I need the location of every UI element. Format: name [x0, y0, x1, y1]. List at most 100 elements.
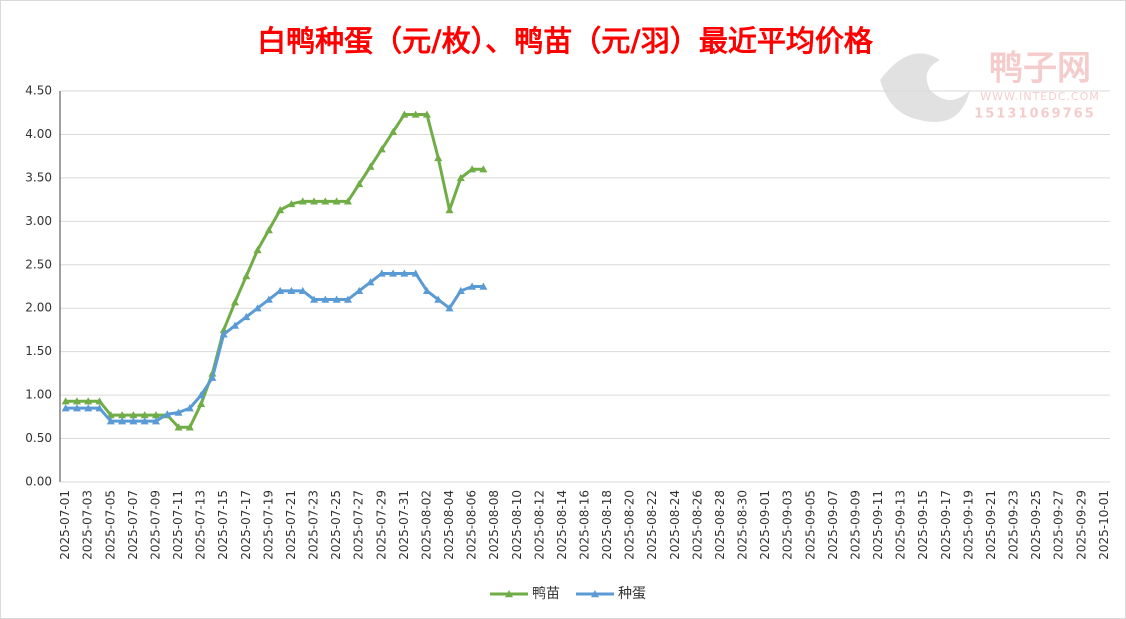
data-point	[61, 397, 70, 405]
data-point	[72, 397, 81, 405]
data-point	[174, 408, 183, 416]
x-tick-label: 2025-07-21	[284, 490, 298, 560]
x-tick-label: 2025-09-25	[1029, 490, 1043, 560]
x-tick-label: 2025-08-18	[600, 490, 614, 560]
data-point	[287, 286, 296, 295]
data-point	[411, 110, 420, 118]
legend-label: 鸭苗	[532, 586, 560, 602]
data-point	[276, 286, 285, 295]
data-point	[389, 127, 398, 136]
data-point	[389, 269, 398, 277]
data-point	[400, 269, 409, 277]
data-point	[355, 286, 364, 295]
x-tick-label: 2025-08-30	[736, 490, 750, 560]
data-point	[422, 286, 431, 295]
watermark: 鸭子网 WWW.INTEDC.COM 15131069765	[880, 49, 1099, 123]
x-tick-label: 2025-07-23	[307, 490, 321, 560]
data-point	[106, 411, 115, 419]
data-point	[242, 312, 251, 321]
data-point	[231, 298, 239, 306]
x-tick-label: 2025-09-19	[961, 490, 975, 560]
data-point	[321, 197, 330, 205]
data-point	[219, 330, 228, 338]
y-tick-label: 4.00	[25, 127, 52, 141]
data-point	[332, 295, 341, 303]
data-point	[253, 246, 262, 254]
watermark-text: 鸭子网	[989, 49, 1091, 89]
data-point	[366, 278, 375, 286]
data-point	[276, 206, 285, 214]
data-point	[479, 282, 488, 290]
data-point	[456, 286, 465, 295]
data-point	[163, 410, 172, 418]
data-point	[118, 411, 127, 419]
data-point	[264, 295, 273, 303]
data-point	[434, 295, 443, 303]
data-point	[468, 165, 477, 173]
data-point	[231, 321, 239, 329]
data-point	[422, 110, 431, 118]
x-tick-label: 2025-09-29	[1074, 490, 1088, 560]
data-point	[151, 411, 160, 419]
x-tick-label: 2025-07-25	[329, 490, 343, 560]
y-tick-label: 4.50	[25, 84, 52, 98]
data-point	[185, 423, 194, 431]
y-tick-label: 0.50	[25, 431, 52, 445]
x-tick-label: 2025-08-06	[465, 490, 479, 560]
x-tick-label: 2025-09-11	[871, 490, 885, 560]
data-point	[479, 165, 488, 173]
data-point	[468, 282, 477, 290]
data-point	[151, 417, 160, 425]
data-point	[129, 411, 138, 419]
data-point	[310, 295, 319, 303]
data-point	[174, 423, 183, 431]
x-tick-label: 2025-08-28	[713, 490, 727, 560]
x-tick-label: 2025-09-17	[939, 490, 953, 560]
data-point	[445, 206, 454, 214]
x-tick-label: 2025-07-29	[374, 490, 388, 560]
x-tick-label: 2025-07-11	[171, 490, 185, 560]
data-point	[298, 286, 307, 295]
x-tick-label: 2025-08-26	[690, 490, 704, 560]
data-point	[445, 304, 454, 312]
data-point	[332, 197, 341, 205]
x-tick-label: 2025-07-31	[397, 490, 411, 560]
data-point	[253, 304, 262, 312]
x-tick-label: 2025-07-05	[103, 490, 117, 560]
x-tick-label: 2025-07-01	[58, 490, 72, 560]
x-tick-label: 2025-09-05	[803, 490, 817, 560]
y-tick-label: 0.00	[25, 475, 52, 489]
x-tick-label: 2025-09-13	[894, 490, 908, 560]
x-tick-label: 2025-08-08	[487, 490, 501, 560]
data-point	[264, 226, 273, 234]
x-tick-label: 2025-08-16	[578, 490, 592, 560]
x-tick-label: 2025-07-19	[261, 490, 275, 560]
data-point	[400, 110, 409, 118]
data-point	[411, 269, 420, 277]
data-point	[84, 404, 93, 412]
data-point	[343, 295, 352, 303]
data-point	[310, 197, 319, 205]
x-tick-label: 2025-08-24	[668, 490, 682, 560]
x-tick-label: 2025-07-17	[239, 490, 253, 560]
data-point	[95, 404, 104, 412]
legend-label: 种蛋	[618, 586, 646, 602]
watermark-phone: 15131069765	[974, 107, 1096, 122]
data-point	[197, 391, 206, 399]
data-point	[208, 373, 217, 381]
x-tick-label: 2025-08-12	[532, 490, 546, 560]
y-tick-label: 2.50	[25, 257, 52, 271]
data-point	[366, 162, 375, 170]
chart-title: 白鸭种蛋（元/枚）、鸭苗（元/羽）最近平均价格	[257, 24, 874, 58]
data-point	[95, 397, 104, 405]
legend-marker	[505, 590, 513, 598]
y-tick-label: 1.00	[25, 388, 52, 402]
y-tick-label: 2.00	[25, 301, 52, 315]
data-point	[72, 404, 81, 412]
x-tick-label: 2025-09-07	[826, 490, 840, 560]
x-tick-label: 2025-09-15	[916, 490, 930, 560]
data-point	[61, 404, 70, 412]
x-tick-label: 2025-07-07	[126, 490, 140, 560]
